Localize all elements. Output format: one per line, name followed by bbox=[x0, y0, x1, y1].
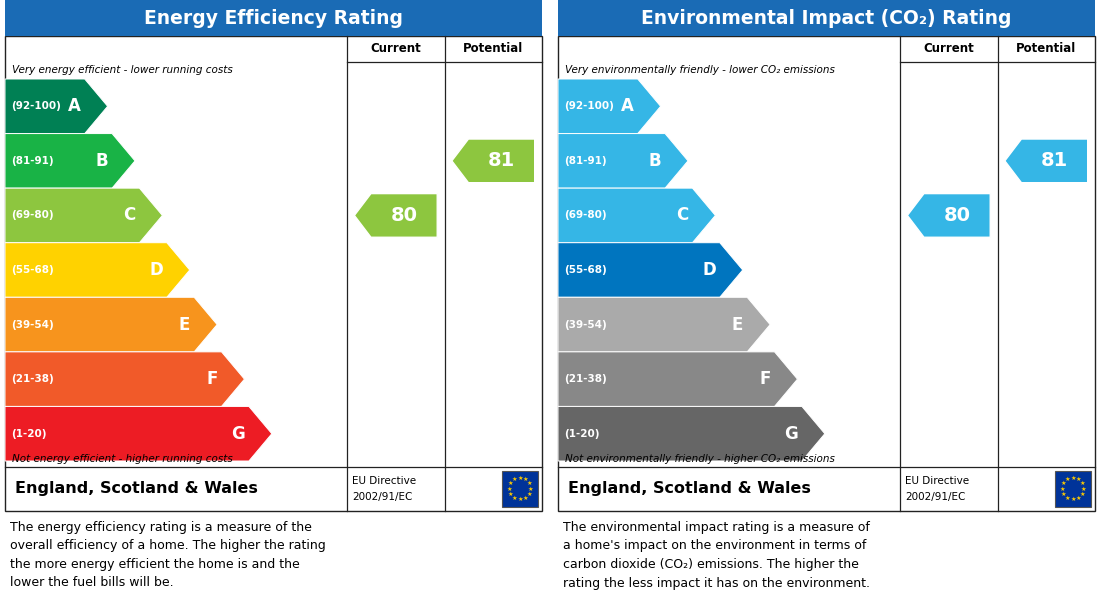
Text: Very environmentally friendly - lower CO₂ emissions: Very environmentally friendly - lower CO… bbox=[565, 65, 835, 75]
Text: C: C bbox=[123, 206, 135, 224]
Bar bbox=[502, 471, 538, 507]
Text: (39-54): (39-54) bbox=[11, 320, 54, 330]
Text: ★: ★ bbox=[1079, 492, 1086, 497]
Text: A: A bbox=[68, 97, 80, 115]
Text: England, Scotland & Wales: England, Scotland & Wales bbox=[15, 482, 257, 496]
Polygon shape bbox=[908, 193, 990, 237]
Polygon shape bbox=[452, 139, 535, 183]
Text: ★: ★ bbox=[522, 477, 528, 482]
Text: (69-80): (69-80) bbox=[564, 211, 606, 221]
Text: 2002/91/EC: 2002/91/EC bbox=[352, 492, 412, 502]
Text: (39-54): (39-54) bbox=[564, 320, 607, 330]
Text: Very energy efficient - lower running costs: Very energy efficient - lower running co… bbox=[12, 65, 233, 75]
Bar bbox=[6, 36, 542, 511]
Text: ★: ★ bbox=[1070, 476, 1076, 480]
Text: B: B bbox=[648, 152, 661, 170]
Text: ★: ★ bbox=[506, 487, 512, 492]
Text: ★: ★ bbox=[527, 481, 532, 486]
Polygon shape bbox=[354, 193, 437, 237]
Text: Current: Current bbox=[371, 43, 421, 55]
Text: (21-38): (21-38) bbox=[564, 374, 607, 384]
Polygon shape bbox=[6, 352, 244, 407]
Text: ★: ★ bbox=[517, 476, 522, 480]
Text: D: D bbox=[148, 261, 163, 279]
Text: England, Scotland & Wales: England, Scotland & Wales bbox=[568, 482, 811, 496]
Text: Current: Current bbox=[923, 43, 975, 55]
Text: 80: 80 bbox=[390, 206, 418, 225]
Text: ★: ★ bbox=[1076, 496, 1081, 501]
Bar bbox=[1055, 471, 1091, 507]
Text: (92-100): (92-100) bbox=[564, 101, 614, 111]
Text: ★: ★ bbox=[528, 487, 534, 492]
Text: (69-80): (69-80) bbox=[11, 211, 54, 221]
Text: The environmental impact rating is a measure of
a home's impact on the environme: The environmental impact rating is a mea… bbox=[563, 521, 870, 590]
Text: C: C bbox=[676, 206, 689, 224]
Polygon shape bbox=[558, 79, 661, 134]
Text: ★: ★ bbox=[1065, 477, 1070, 482]
Text: Environmental Impact (CO₂) Rating: Environmental Impact (CO₂) Rating bbox=[641, 9, 1012, 28]
Text: ★: ★ bbox=[1060, 481, 1067, 486]
Text: (92-100): (92-100) bbox=[11, 101, 60, 111]
Text: (81-91): (81-91) bbox=[564, 156, 606, 166]
Text: ★: ★ bbox=[522, 496, 528, 501]
Text: The energy efficiency rating is a measure of the
overall efficiency of a home. T: The energy efficiency rating is a measur… bbox=[10, 521, 326, 590]
Text: ★: ★ bbox=[1079, 481, 1086, 486]
Text: E: E bbox=[179, 315, 190, 334]
Polygon shape bbox=[558, 188, 715, 243]
Text: 2002/91/EC: 2002/91/EC bbox=[905, 492, 966, 502]
Text: ★: ★ bbox=[1070, 497, 1076, 502]
Polygon shape bbox=[558, 352, 798, 407]
Polygon shape bbox=[558, 134, 688, 188]
Text: F: F bbox=[759, 370, 770, 388]
Text: ★: ★ bbox=[508, 492, 514, 497]
Text: (81-91): (81-91) bbox=[11, 156, 54, 166]
Polygon shape bbox=[558, 243, 743, 298]
Text: ★: ★ bbox=[1076, 477, 1081, 482]
Text: ★: ★ bbox=[1060, 492, 1067, 497]
Text: (55-68): (55-68) bbox=[564, 265, 607, 275]
Text: G: G bbox=[231, 424, 245, 443]
Polygon shape bbox=[6, 243, 189, 298]
Text: EU Directive: EU Directive bbox=[352, 476, 416, 486]
Text: EU Directive: EU Directive bbox=[905, 476, 969, 486]
Bar bbox=[6, 0, 542, 36]
Text: 80: 80 bbox=[944, 206, 970, 225]
Text: ★: ★ bbox=[512, 477, 517, 482]
Text: (1-20): (1-20) bbox=[564, 429, 600, 439]
Text: (1-20): (1-20) bbox=[11, 429, 46, 439]
Text: ★: ★ bbox=[517, 497, 522, 502]
Text: Not environmentally friendly - higher CO₂ emissions: Not environmentally friendly - higher CO… bbox=[565, 454, 835, 464]
Bar bbox=[558, 36, 1094, 511]
Polygon shape bbox=[6, 407, 272, 461]
Text: ★: ★ bbox=[512, 496, 517, 501]
Polygon shape bbox=[558, 407, 825, 461]
Text: Potential: Potential bbox=[463, 43, 524, 55]
Text: ★: ★ bbox=[1081, 487, 1087, 492]
Polygon shape bbox=[6, 298, 217, 352]
Text: 81: 81 bbox=[1041, 152, 1068, 171]
Polygon shape bbox=[6, 79, 108, 134]
Text: ★: ★ bbox=[1065, 496, 1070, 501]
Text: Energy Efficiency Rating: Energy Efficiency Rating bbox=[144, 9, 403, 28]
Polygon shape bbox=[6, 134, 135, 188]
Text: ★: ★ bbox=[527, 492, 532, 497]
Text: (55-68): (55-68) bbox=[11, 265, 54, 275]
Text: D: D bbox=[702, 261, 716, 279]
Text: ★: ★ bbox=[1059, 487, 1065, 492]
Text: E: E bbox=[732, 315, 744, 334]
Polygon shape bbox=[558, 298, 770, 352]
Polygon shape bbox=[1004, 139, 1088, 183]
Polygon shape bbox=[6, 188, 163, 243]
Text: A: A bbox=[620, 97, 634, 115]
Bar bbox=[558, 0, 1094, 36]
Text: Potential: Potential bbox=[1016, 43, 1077, 55]
Text: B: B bbox=[96, 152, 108, 170]
Text: 81: 81 bbox=[488, 152, 515, 171]
Text: Not energy efficient - higher running costs: Not energy efficient - higher running co… bbox=[12, 454, 233, 464]
Text: F: F bbox=[206, 370, 218, 388]
Text: G: G bbox=[784, 424, 798, 443]
Text: (21-38): (21-38) bbox=[11, 374, 54, 384]
Text: ★: ★ bbox=[508, 481, 514, 486]
